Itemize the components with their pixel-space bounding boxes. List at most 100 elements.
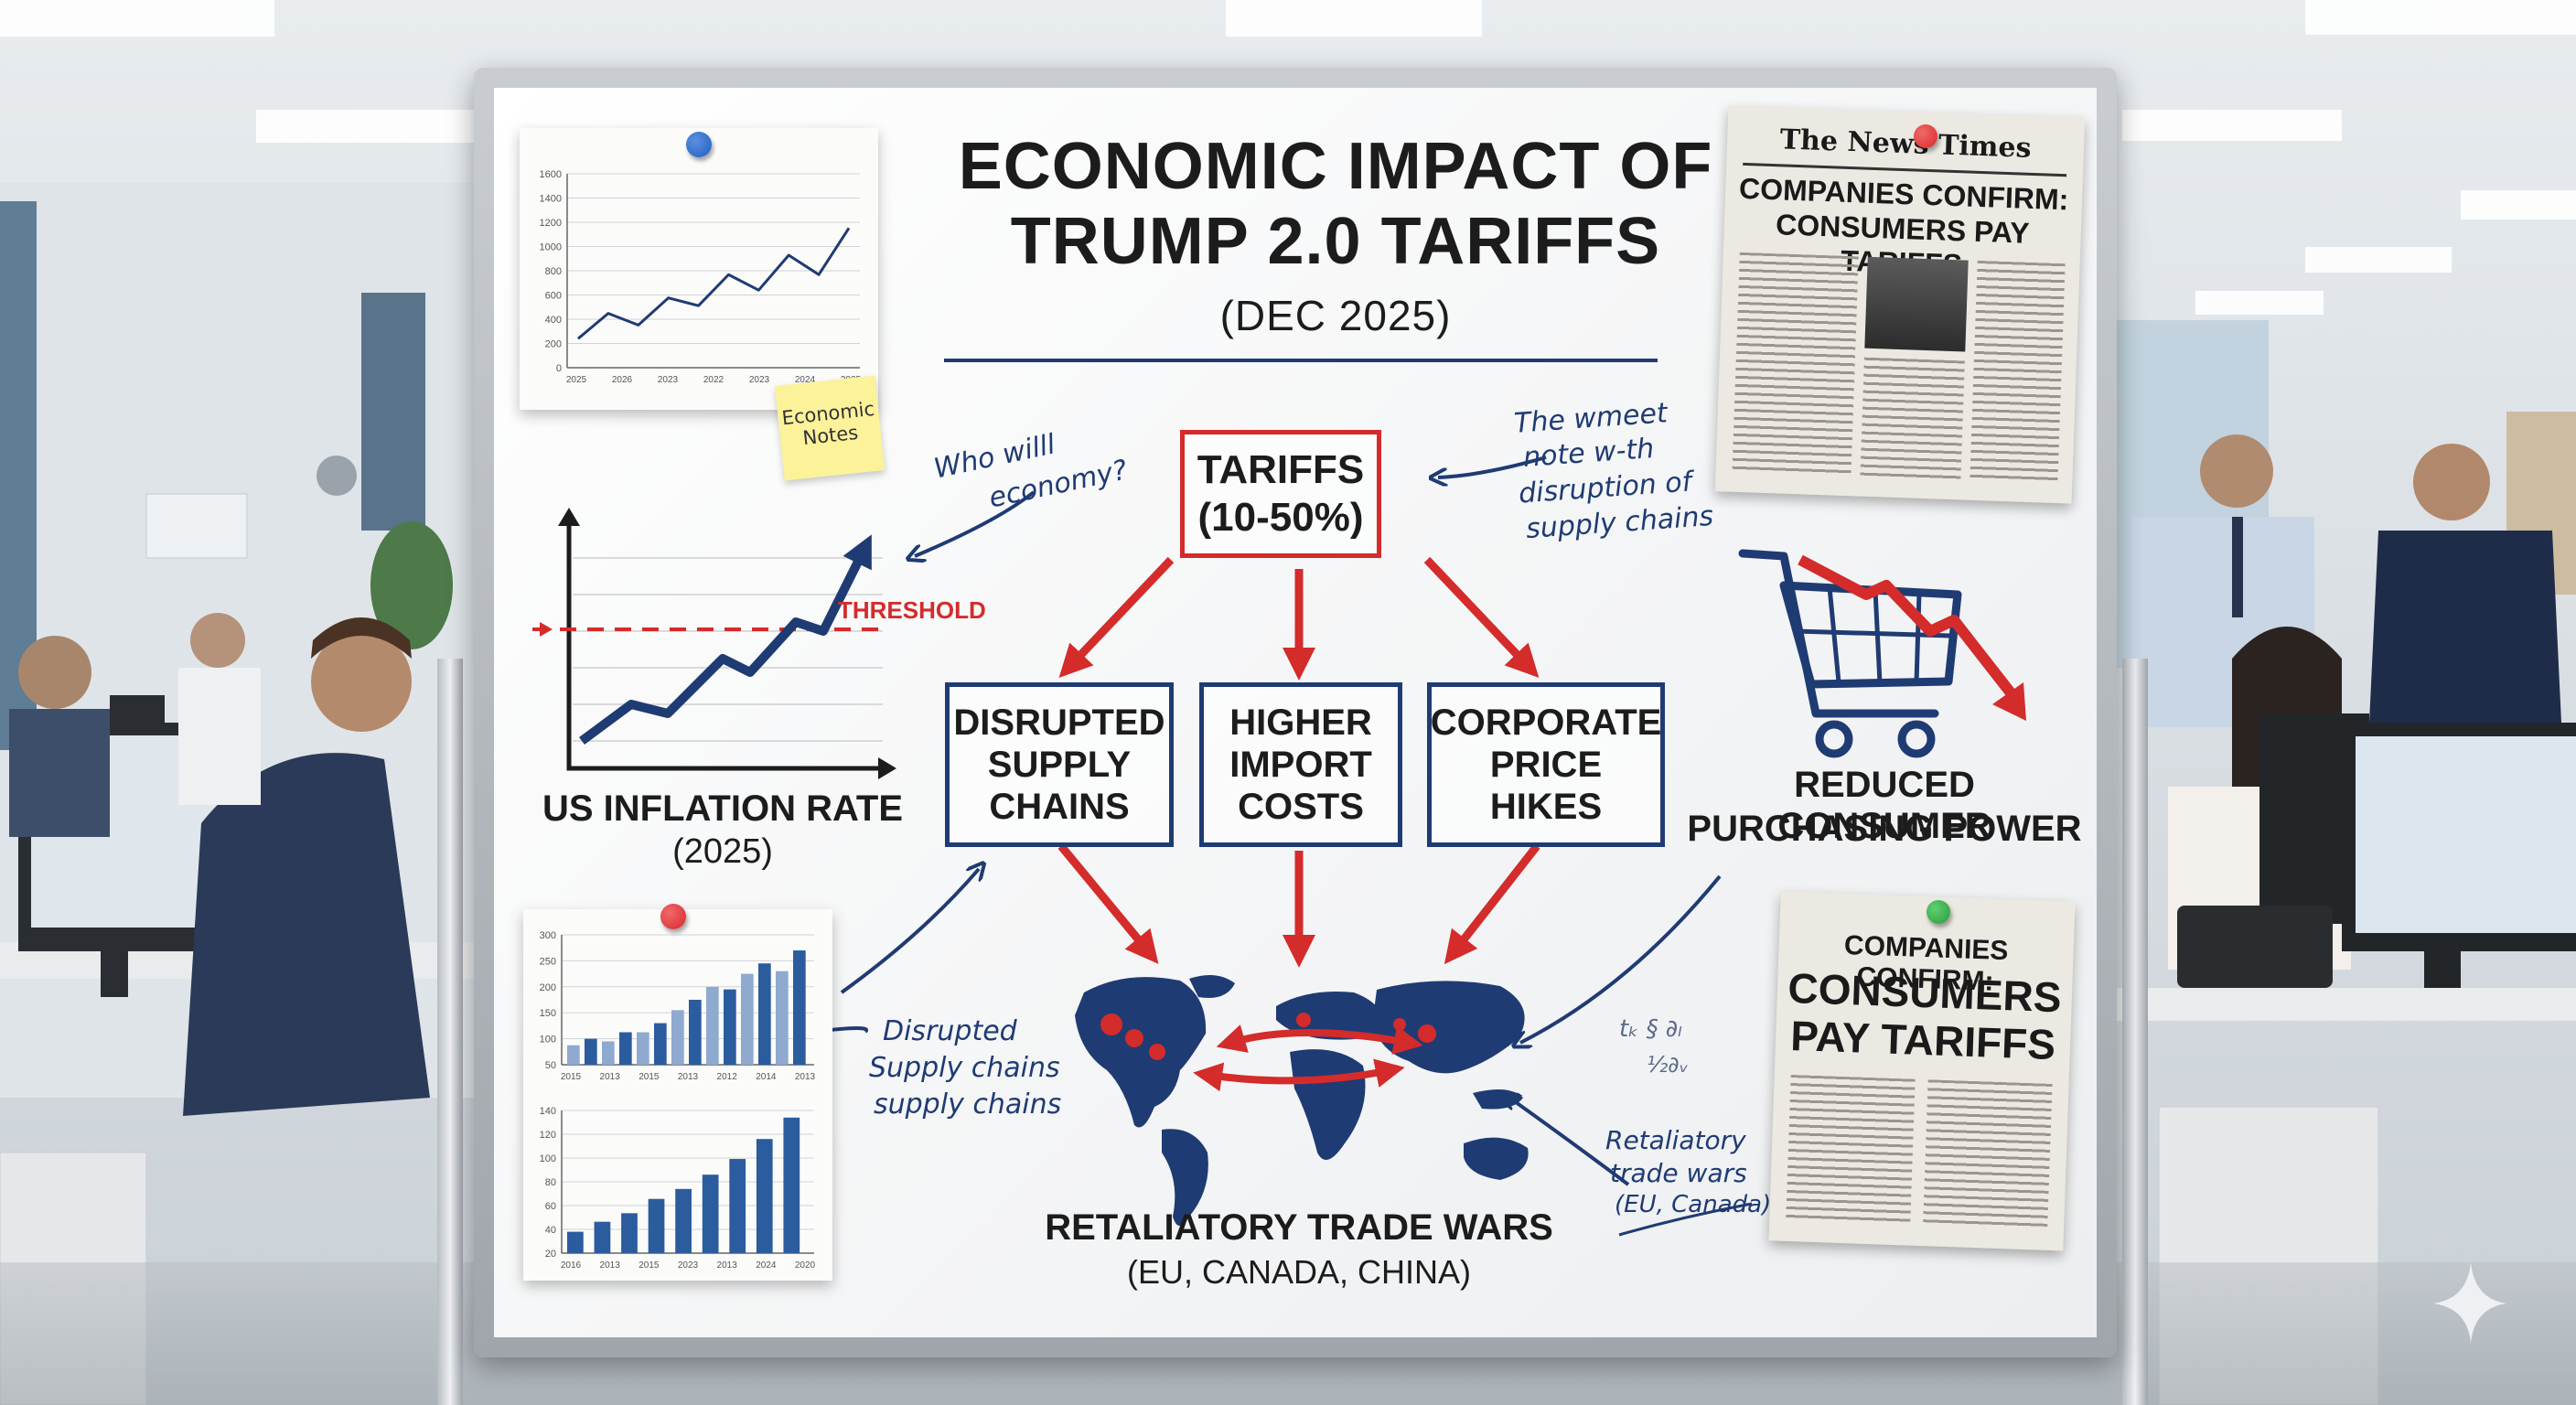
note-disrupted-line1: Disrupted [883,1015,1017,1047]
arrow-note-to-tariffs [1438,456,1547,477]
y-tick-label: 120 [540,1130,556,1141]
x-tick-label: 2023 [678,1260,699,1271]
retaliatory-trade-wars-label: RETALIATORY TRADE WARS [1045,1207,1553,1248]
note-disrupted-line2: Supply chains [869,1052,1060,1084]
bar-chart-1: 300 250 200 150 100 50 2015 2013 2015 2013 2012 201… [540,930,816,1082]
arrow-retaliatory-to-map [1509,1098,1630,1186]
green-pushpin-icon [1927,900,1950,924]
x-tick-label: 2013 [717,1260,738,1271]
bar [689,1000,702,1065]
higher-import-costs-box: HIGHER IMPORT COSTS [1199,682,1402,847]
y-tick-label: 200 [545,339,562,350]
retaliatory-trade-wars-sub: (EU, CANADA, CHINA) [1126,1253,1472,1291]
blue-pushpin-icon [686,132,712,157]
trade-arrow-top [1216,1024,1423,1055]
x-tick-label: 2013 [678,1072,699,1082]
newspaper-bottom-headline-line3: PAY TARIFFS [1789,1011,2056,1069]
arrow-supply-to-trade [1057,843,1159,964]
bar [654,1023,667,1065]
x-tick-label: 2013 [795,1072,816,1082]
x-tick-label: 2014 [756,1072,777,1082]
x-tick-label: 2016 [561,1260,582,1271]
y-tick-label: 20 [545,1249,556,1260]
inflation-label: US INFLATION RATE [542,788,904,829]
bar [783,1117,800,1253]
bar [776,971,789,1065]
bar [729,1159,746,1253]
red-pushpin-newspaper-icon [1914,124,1937,148]
trade-arrow-bottom [1193,1058,1405,1092]
title-divider [944,359,1658,362]
y-tick-label: 80 [545,1177,556,1188]
y-tick-label: 1600 [540,169,562,180]
arrow-consumer-to-map [1520,874,1722,1043]
y-tick-label: 150 [540,1008,556,1019]
bar [637,1032,649,1065]
line-series [577,227,851,340]
x-tick-label: 2013 [600,1072,621,1082]
arrow-corporate-to-trade [1444,843,1540,965]
bar [758,963,771,1065]
consumer-label-line1: REDUCED CONSUMER [1777,765,1991,846]
bar [585,1038,597,1065]
bar [648,1198,665,1253]
tariffs-box: TARIFFS (10-50%) [1180,430,1381,558]
disrupted-supply-chains-box: DISRUPTED SUPPLY CHAINS [945,682,1174,847]
x-tick-label: 2024 [795,375,816,385]
x-tick-label: 2026 [612,375,633,385]
bar [671,1010,684,1065]
y-tick-label: 0 [556,363,562,374]
y-tick-label: 40 [545,1225,556,1236]
arrow-tariffs-to-supply [1058,556,1175,679]
y-tick-label: 140 [540,1106,556,1117]
x-tick-label: 2012 [717,1072,738,1082]
corporate-price-hikes-box: CORPORATE PRICE HIKES [1427,682,1665,847]
note-scribble-line2: ½∂ᵥ [1647,1052,1689,1078]
board-stand-left [437,659,463,1405]
red-pushpin-icon [660,904,686,929]
y-tick-label: 800 [545,266,562,277]
x-tick-label: 2023 [749,375,770,385]
x-tick-label: 2024 [756,1260,777,1271]
x-tick-label: 2015 [561,1072,582,1082]
x-tick-label: 2020 [795,1260,816,1271]
x-tick-label: 2015 [639,1072,660,1082]
board-title-line1: ECONOMIC IMPACT OF [958,130,1713,203]
y-tick-label: 250 [540,956,556,967]
bar [567,1045,580,1065]
ceiling-lights [0,0,2576,315]
arrow-charts-to-supply [840,869,979,994]
board-title-line2: TRUMP 2.0 TARIFFS [1010,205,1661,278]
x-tick-label: 2022 [703,375,724,385]
y-tick-label: 50 [545,1060,556,1071]
bar [675,1188,692,1253]
bar [756,1139,773,1253]
y-tick-label: 600 [545,291,562,302]
bar [619,1032,632,1065]
x-tick-label: 2013 [600,1260,621,1271]
line-chart: 1600 1400 1200 1000 800 600 400 200 0 2025 2026 202… [540,169,862,385]
inflation-chart [532,508,896,779]
inflation-line [579,534,872,745]
arrow-tariffs-to-corporate [1423,556,1540,679]
x-tick-label: 2023 [658,375,679,385]
y-tick-label: 1400 [540,194,562,205]
x-tick-label: 2015 [639,1260,660,1271]
bar [793,950,806,1065]
sparkle-icon [2433,1262,2506,1343]
consumer-label-line2: PURCHASING POWER [1687,809,2082,849]
y-tick-label: 100 [540,1035,556,1046]
y-tick-label: 100 [540,1153,556,1164]
bar [594,1221,611,1253]
y-tick-label: 1200 [540,218,562,229]
y-tick-label: 200 [540,982,556,993]
newspaper-photo [1864,256,1969,352]
note-retaliatory-line1: Retaliatory [1605,1125,1746,1155]
arrow-who-will [915,490,1036,556]
threshold-label: THRESHOLD [838,596,986,624]
x-tick-label: 2025 [566,375,587,385]
world-map [1075,975,1529,1226]
bar [741,973,754,1065]
board-stand-right [2122,659,2148,1405]
